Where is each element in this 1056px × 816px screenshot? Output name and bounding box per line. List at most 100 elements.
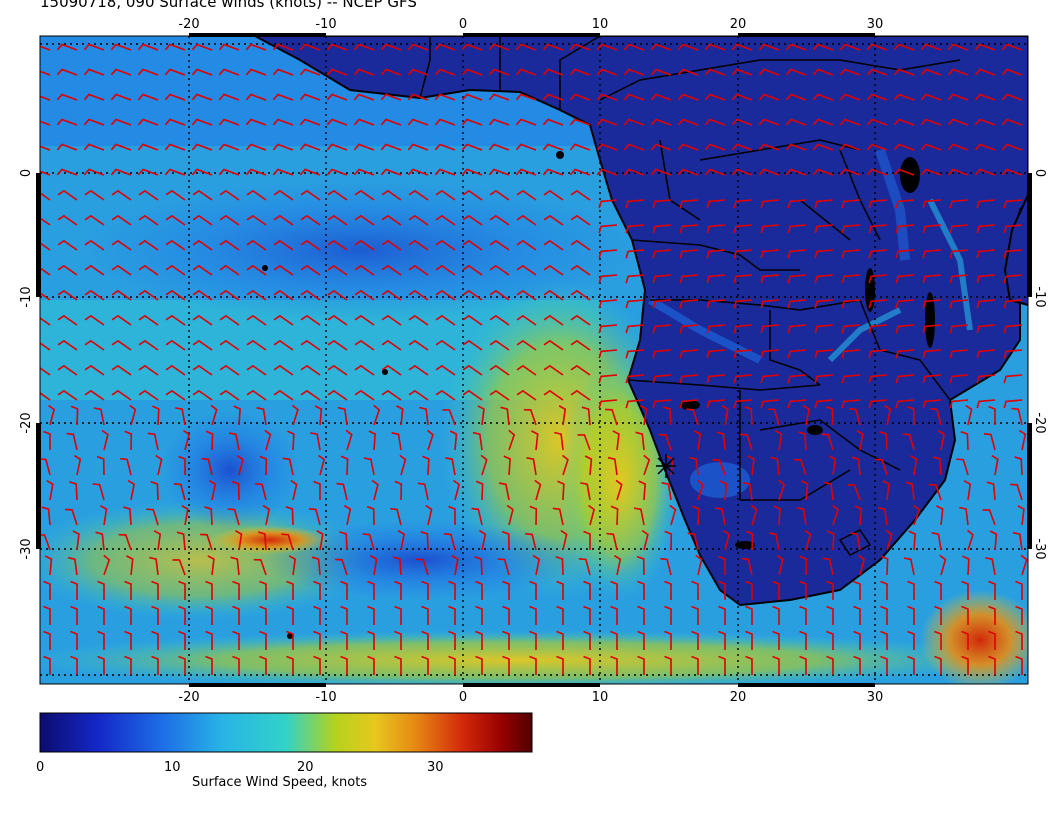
wind-barb <box>354 339 375 351</box>
wind-barb <box>542 93 564 101</box>
wind-barb <box>138 239 159 251</box>
wind-barb <box>353 143 375 151</box>
wind-barb <box>787 199 807 209</box>
wind-barb <box>83 118 105 126</box>
wind-barb <box>273 289 294 301</box>
wind-barb <box>529 505 538 526</box>
wind-barb <box>1015 630 1023 650</box>
wind-barb <box>462 364 483 376</box>
bottom-lon-tick: 10 <box>592 690 609 705</box>
wind-barb <box>664 630 672 650</box>
wind-barb <box>300 364 321 376</box>
wind-barb <box>407 43 429 51</box>
wind-barb <box>785 93 807 101</box>
wind-barb <box>461 43 483 51</box>
wind-barb <box>543 314 564 326</box>
wind-barb <box>570 289 591 301</box>
wind-barb <box>741 557 753 576</box>
wind-barb <box>286 580 294 600</box>
wind-barb <box>111 364 132 376</box>
wind-barb <box>974 143 996 151</box>
wind-barb <box>664 605 672 625</box>
top-lon-tick: 20 <box>730 17 747 32</box>
wind-barb <box>40 366 51 376</box>
wind-barb <box>625 374 645 384</box>
wind-barb <box>895 349 915 359</box>
wind-barb <box>949 249 969 259</box>
wind-barb <box>768 532 780 551</box>
wind-barb <box>543 289 564 301</box>
wind-barb <box>236 454 244 476</box>
wind-barb <box>367 605 375 625</box>
wind-barb <box>893 143 915 151</box>
wind-barb <box>679 249 699 259</box>
wind-barb <box>262 504 270 526</box>
wind-barb <box>83 68 105 76</box>
wind-barb <box>230 556 240 576</box>
wind-barb <box>420 531 429 551</box>
wind-barb <box>669 504 677 526</box>
wind-barb <box>758 93 780 101</box>
wind-barb <box>57 239 78 251</box>
wind-barb <box>40 191 51 201</box>
wind-barb <box>178 630 186 650</box>
wind-barb <box>868 274 888 284</box>
wind-barb <box>285 506 294 526</box>
wind-barb <box>370 555 378 576</box>
wind-barb <box>880 655 888 675</box>
wind-barb <box>851 456 861 476</box>
wind-barb <box>419 406 429 426</box>
wind-barb <box>623 68 645 76</box>
wind-barb <box>488 168 510 176</box>
wind-barb <box>930 407 942 426</box>
wind-barb <box>947 118 969 126</box>
wind-barb <box>525 532 537 551</box>
wind-barb <box>718 555 726 575</box>
wind-barb <box>475 580 483 600</box>
wind-barb <box>664 655 672 675</box>
wind-barb <box>962 555 970 576</box>
wind-barb <box>273 314 294 326</box>
wind-barb <box>1003 299 1023 309</box>
wind-barb <box>719 480 728 501</box>
wind-barb <box>841 399 861 409</box>
wind-barb <box>246 239 267 251</box>
wind-barb <box>129 404 137 426</box>
left-lat-ticks: 0 -10 -20 -30 <box>19 169 34 560</box>
wind-barb <box>354 389 375 401</box>
wind-barb <box>417 482 429 501</box>
wind-barb <box>124 580 132 600</box>
wind-barb <box>84 214 105 226</box>
wind-barb <box>435 214 456 226</box>
wind-barb <box>775 430 783 451</box>
wind-barb <box>111 189 132 201</box>
wind-barb <box>542 143 564 151</box>
wind-barb <box>718 630 726 650</box>
wind-barb <box>448 630 456 650</box>
wind-barb <box>489 339 510 351</box>
wind-barb <box>313 580 321 600</box>
wind-barb <box>556 580 564 600</box>
wind-barb <box>985 557 996 576</box>
wind-barb <box>733 249 753 259</box>
wind-barb <box>343 504 352 526</box>
wind-barb <box>570 389 591 401</box>
wind-barb <box>471 507 483 526</box>
wind-barb <box>300 239 321 251</box>
wind-barb <box>246 264 267 276</box>
wind-barb <box>461 168 483 176</box>
wind-barb <box>640 405 648 426</box>
wind-barb <box>165 214 186 226</box>
wind-barb <box>961 630 969 650</box>
wind-barb <box>721 405 729 426</box>
wind-barb <box>448 580 456 600</box>
wind-barb <box>138 364 159 376</box>
wind-barb <box>826 655 834 675</box>
wind-barb <box>502 605 510 625</box>
wind-barb <box>151 630 159 650</box>
wind-barb <box>961 580 969 600</box>
wind-barb <box>192 389 213 401</box>
wind-barb <box>353 93 375 101</box>
wind-barb <box>246 364 267 376</box>
wind-barb <box>96 455 105 476</box>
